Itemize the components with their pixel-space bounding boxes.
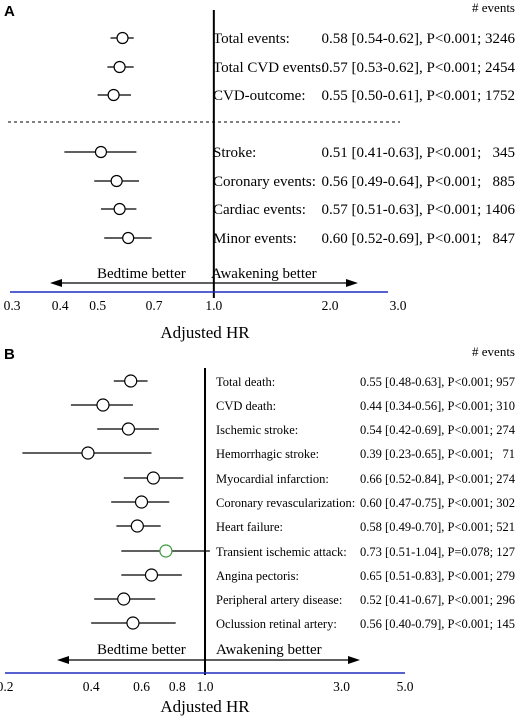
panel-a-tick-label: 3.0 <box>390 298 407 313</box>
panel-a-tick-label: 0.3 <box>4 298 21 313</box>
panel-b-row-stat: 0.66 [0.52-0.84], P<0.001; 274 <box>360 472 516 486</box>
panel-b-arrowhead-right <box>348 656 360 664</box>
panel-b-label: B <box>4 346 15 363</box>
panel-a-arrowhead-left <box>50 279 62 287</box>
panel-b-row-label: Peripheral artery disease: <box>216 593 342 607</box>
panel-a-xlabel: Adjusted HR <box>160 323 250 342</box>
panel-b-point-estimate <box>159 544 173 558</box>
panel-b-point-estimate <box>130 519 144 533</box>
panel-a-row-stat: 0.57 [0.53-0.62], P<0.001; 2454 <box>322 60 516 76</box>
panel-b-tick-label: 1.0 <box>197 679 214 694</box>
panel-a-arrow-left-label: Bedtime better <box>97 266 186 282</box>
panel-b-row-stat: 0.58 [0.49-0.70], P<0.001; 521 <box>360 520 515 534</box>
panel-a-row-label: Stroke: <box>213 145 256 161</box>
panel-a-count-header: # events <box>472 0 515 15</box>
panel-a-arrowhead-right <box>346 279 358 287</box>
panel-b-row-stat: 0.54 [0.42-0.69], P<0.001; 274 <box>360 423 516 437</box>
panel-b-tick-label: 0.4 <box>83 679 100 694</box>
panel-b-row-stat: 0.39 [0.23-0.65], P<0.001; 71 <box>360 447 515 461</box>
panel-b-tick-label: 0.8 <box>169 679 186 694</box>
panel-a-tick-label: 0.4 <box>52 298 69 313</box>
panel-b-point-estimate <box>117 592 131 606</box>
panel-a-row-stat: 0.60 [0.52-0.69], P<0.001; 847 <box>322 231 516 247</box>
panel-b-row-stat: 0.60 [0.47-0.75], P<0.001; 302 <box>360 496 515 510</box>
panel-b-point-estimate <box>121 422 136 436</box>
panel-a-row-stat: 0.51 [0.41-0.63], P<0.001; 345 <box>322 145 515 161</box>
panel-a-tick-label: 0.7 <box>146 298 163 313</box>
panel-a-point-estimate <box>122 231 135 245</box>
panel-b-row-label: CVD death: <box>216 399 276 413</box>
panel-b-row-stat: 0.44 [0.34-0.56], P<0.001; 310 <box>360 399 515 413</box>
panel-b-row-label: Ischemic stroke: <box>216 423 298 437</box>
panel-b-arrow-right-label: Awakening better <box>216 642 322 658</box>
panel-a-tick-label: 1.0 <box>205 298 222 313</box>
panel-a-tick-label: 0.5 <box>89 298 106 313</box>
panel-a-row-label: Minor events: <box>213 231 297 247</box>
panel-a-row-label: Cardiac events: <box>213 202 306 218</box>
panel-b-row-label: Angina pectoris: <box>216 569 299 583</box>
panel-b-row-stat: 0.55 [0.48-0.63], P<0.001; 957 <box>360 375 515 389</box>
panel-a-point-estimate <box>107 88 120 102</box>
panel-b-count-header: # events <box>472 344 515 359</box>
panel-b-point-estimate <box>124 374 138 388</box>
panel-b-point-estimate <box>144 568 159 582</box>
panel-b-arrowhead-left <box>57 656 69 664</box>
panel-b-row-label: Heart failure: <box>216 520 283 534</box>
panel-b-row-label: Oclussion retinal artery: <box>216 617 337 631</box>
panel-a-row-label: Total CVD events: <box>213 60 325 76</box>
panel-b-row-label: Hemorrhagic stroke: <box>216 447 319 461</box>
panel-b-row-label: Total death: <box>216 375 275 389</box>
panel-a-row-label: Total events: <box>213 31 290 47</box>
panel-b-row-label: Transient ischemic attack: <box>216 545 347 559</box>
panel-b-point-estimate <box>134 495 149 509</box>
panel-a-point-estimate <box>94 145 108 159</box>
panel-a-point-estimate <box>110 174 123 188</box>
panel-b-row-stat: 0.56 [0.40-0.79], P<0.001; 145 <box>360 617 515 631</box>
panel-b-tick-label: 0.6 <box>133 679 150 694</box>
panel-a-arrow-right-label: Awakening better <box>211 266 317 282</box>
panel-a-row-stat: 0.55 [0.50-0.61], P<0.001; 1752 <box>322 88 515 104</box>
panel-b-row-stat: 0.65 [0.51-0.83], P<0.001; 279 <box>360 569 515 583</box>
panel-a-row-stat: 0.58 [0.54-0.62], P<0.001; 3246 <box>322 31 516 47</box>
panel-a-point-estimate <box>113 202 126 216</box>
panel-a-row-stat: 0.57 [0.51-0.63], P<0.001; 1406 <box>322 202 516 218</box>
panel-b-tick-label: 3.0 <box>333 679 350 694</box>
panel-b-point-estimate <box>96 398 110 412</box>
panel-b-tick-label: 5.0 <box>397 679 414 694</box>
panel-a-point-estimate <box>113 60 126 74</box>
panel-b-row-stat: 0.73 [0.51-1.04], P=0.078; 127 <box>360 545 515 559</box>
panel-b-point-estimate <box>81 446 95 460</box>
panel-a-row-stat: 0.56 [0.49-0.64], P<0.001; 885 <box>322 174 515 190</box>
panel-a-label: A <box>4 3 15 20</box>
panel-b-xlabel: Adjusted HR <box>160 697 250 716</box>
panel-a-point-estimate <box>116 31 129 45</box>
panel-a-row-label: CVD-outcome: <box>213 88 305 104</box>
panel-b-row-label: Myocardial infarction: <box>216 472 329 486</box>
panel-b-point-estimate <box>126 616 140 630</box>
panel-b-tick-label: 0.2 <box>0 679 13 694</box>
panel-a-tick-label: 2.0 <box>322 298 339 313</box>
panel-b-row-stat: 0.52 [0.41-0.67], P<0.001; 296 <box>360 593 515 607</box>
panel-b-point-estimate <box>146 471 160 485</box>
panel-b-arrow-left-label: Bedtime better <box>97 642 186 658</box>
panel-a-row-label: Coronary events: <box>213 174 316 190</box>
panel-b-row-label: Coronary revascularization: <box>216 496 355 510</box>
